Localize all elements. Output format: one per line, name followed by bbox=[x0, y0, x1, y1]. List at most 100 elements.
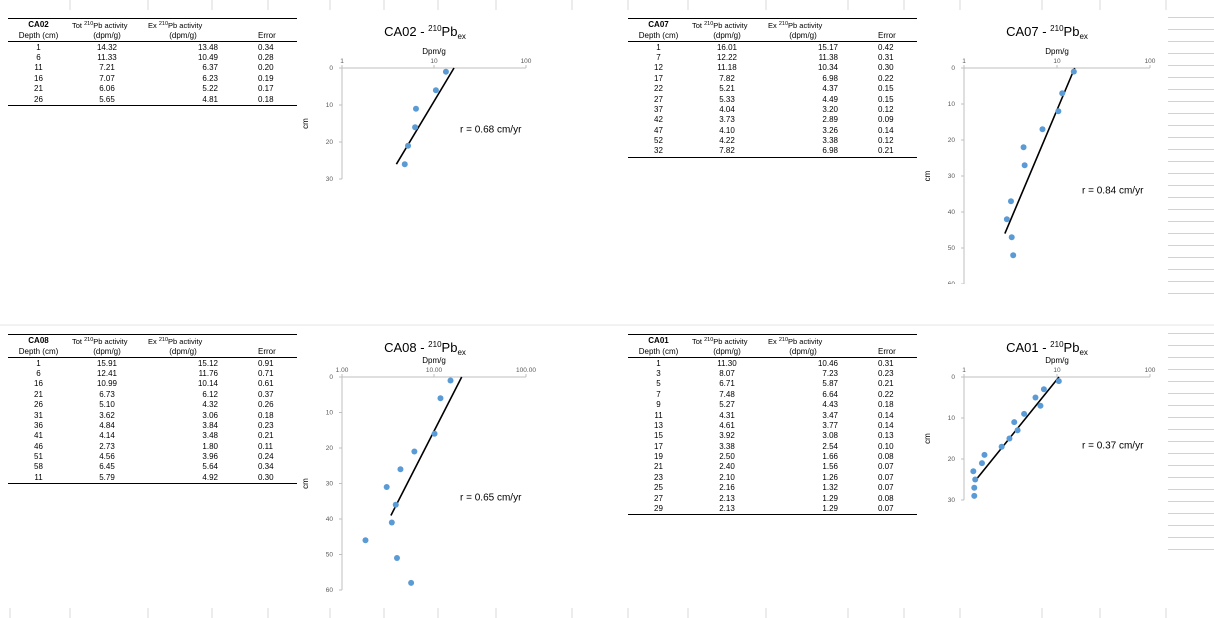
table-cell: 2.73 bbox=[99, 441, 115, 451]
table-cell: 17 bbox=[654, 73, 663, 83]
table-cell: 12.22 bbox=[716, 52, 738, 62]
x-tick-label: 10.00 bbox=[426, 367, 443, 374]
table-cell: 5.10 bbox=[99, 400, 115, 410]
rate-annotation: r = 0.68 cm/yr bbox=[460, 124, 522, 135]
data-point bbox=[1040, 386, 1047, 393]
table-cell: 1 bbox=[36, 42, 41, 52]
table-cell: 7.82 bbox=[719, 73, 735, 83]
chart-title: CA01 - 210Pbex bbox=[1006, 340, 1088, 357]
table-cell: 7.21 bbox=[99, 63, 115, 73]
table-cell: 0.07 bbox=[878, 472, 894, 482]
table-header-row: CA08 Tot 210Pb activity Ex 210Pb activity bbox=[8, 334, 297, 347]
table-row: 21 2.40 1.56 0.07 bbox=[628, 462, 917, 472]
chart-title: CA08 - 210Pbex bbox=[384, 340, 466, 357]
chart-title-main: CA02 - bbox=[384, 24, 428, 39]
table-header-row: Depth (cm) (dpm/g) (dpm/g) Error bbox=[8, 347, 297, 359]
data-point bbox=[412, 124, 419, 131]
table-cell: 25 bbox=[654, 483, 663, 493]
table-cell: 0.31 bbox=[878, 52, 894, 62]
header-text: Pb activity bbox=[168, 21, 203, 30]
table-cell: 41 bbox=[34, 431, 43, 441]
y-tick-label: 50 bbox=[948, 245, 956, 252]
chart-title-base: Pb bbox=[442, 340, 458, 355]
table-cell: 0.13 bbox=[878, 431, 894, 441]
table-cell: 1.66 bbox=[822, 452, 838, 462]
table-cell: 3.62 bbox=[99, 410, 115, 420]
data-point bbox=[412, 105, 419, 112]
table-cell: 11.18 bbox=[717, 63, 737, 73]
table-cell: 7 bbox=[656, 52, 661, 62]
table-row: 29 2.13 1.29 0.07 bbox=[628, 503, 917, 516]
table-row: 16 7.07 6.23 0.19 bbox=[8, 74, 297, 84]
table-row: 6 11.33 10.49 0.28 bbox=[8, 53, 297, 63]
data-point bbox=[971, 492, 978, 499]
table-cell: 1.26 bbox=[822, 472, 838, 482]
table-cell: 6.64 bbox=[822, 389, 838, 399]
table-cell: 3.73 bbox=[719, 115, 735, 125]
unit-header: (dpm/g) bbox=[69, 347, 145, 359]
unit-header: (dpm/g) bbox=[765, 31, 850, 43]
header-text: Ex bbox=[768, 21, 779, 30]
error-header: Error bbox=[850, 347, 917, 359]
fit-line bbox=[395, 67, 455, 165]
table-cell: 5.65 bbox=[69, 94, 145, 106]
unit-header: (dpm/g) bbox=[145, 31, 230, 43]
table-cell: 17 bbox=[654, 441, 663, 451]
error-header: Error bbox=[230, 347, 297, 359]
table-cell: 4.04 bbox=[719, 104, 735, 114]
table-row: 13 4.61 3.77 0.14 bbox=[628, 421, 917, 431]
table-cell: 0.23 bbox=[258, 420, 274, 430]
table-cell: 22 bbox=[654, 84, 663, 94]
table-cell: 5.33 bbox=[719, 94, 735, 104]
chart-title-base: Pb bbox=[1064, 24, 1080, 39]
ex-activity-header: Ex 210Pb activity bbox=[765, 334, 850, 347]
table-row: 52 4.22 3.38 0.12 bbox=[628, 136, 917, 146]
rate-annotation: r = 0.37 cm/yr bbox=[1082, 440, 1144, 451]
header-superscript: 210 bbox=[704, 21, 714, 27]
header-superscript: 210 bbox=[158, 337, 169, 343]
y-tick-label: 40 bbox=[948, 209, 956, 216]
rate-annotation: r = 0.65 cm/yr bbox=[460, 493, 522, 504]
table-cell: 3.96 bbox=[202, 452, 218, 462]
table-row: 25 2.16 1.32 0.07 bbox=[628, 483, 917, 493]
y-tick-label: 10 bbox=[948, 101, 956, 108]
table-cell: 3.08 bbox=[822, 431, 838, 441]
y-tick-label: 30 bbox=[948, 497, 956, 504]
table-cell: 21 bbox=[34, 389, 43, 399]
y-axis-label: cm bbox=[301, 118, 310, 129]
table-cell: 11.30 bbox=[717, 358, 737, 368]
table-cell: 58 bbox=[34, 462, 43, 472]
y-tick-label: 0 bbox=[951, 374, 955, 381]
header-text: Pb activity bbox=[788, 337, 823, 346]
table-cell: 0.18 bbox=[230, 94, 297, 106]
unit-header: (dpm/g) bbox=[765, 347, 850, 359]
header-text: Pb activity bbox=[168, 337, 203, 346]
table-cell: 5.87 bbox=[822, 379, 838, 389]
depth-header: Depth (cm) bbox=[8, 347, 69, 359]
chart-title-superscript: 210 bbox=[1050, 24, 1064, 33]
y-tick-label: 20 bbox=[948, 456, 956, 463]
x-tick-label: 10 bbox=[430, 58, 438, 65]
table-row: 17 3.38 2.54 0.10 bbox=[628, 442, 917, 452]
y-tick-label: 10 bbox=[326, 410, 334, 417]
table-cell: 6.73 bbox=[99, 389, 115, 399]
header-blank bbox=[230, 18, 297, 31]
table-cell: 31 bbox=[34, 410, 43, 420]
y-tick-label: 30 bbox=[326, 481, 334, 488]
table-cell: 0.34 bbox=[258, 42, 274, 52]
table-cell: 11.76 bbox=[198, 368, 218, 378]
table-row: 6 12.41 11.76 0.71 bbox=[8, 369, 297, 379]
y-tick-label: 0 bbox=[951, 65, 955, 72]
table-row: 11 5.79 4.92 0.30 bbox=[8, 472, 297, 485]
table-cell: 2.40 bbox=[719, 462, 735, 472]
table-cell: 2.13 bbox=[719, 493, 735, 503]
table-cell: 4.31 bbox=[719, 410, 735, 420]
table-cell: 0.12 bbox=[878, 136, 894, 146]
table-cell: 3.48 bbox=[202, 431, 218, 441]
depth-header: Depth (cm) bbox=[628, 31, 689, 43]
header-superscript: 210 bbox=[158, 21, 169, 27]
y-tick-label: 50 bbox=[326, 552, 334, 559]
table-cell: 7 bbox=[656, 389, 661, 399]
table-cell: 0.20 bbox=[258, 63, 274, 73]
